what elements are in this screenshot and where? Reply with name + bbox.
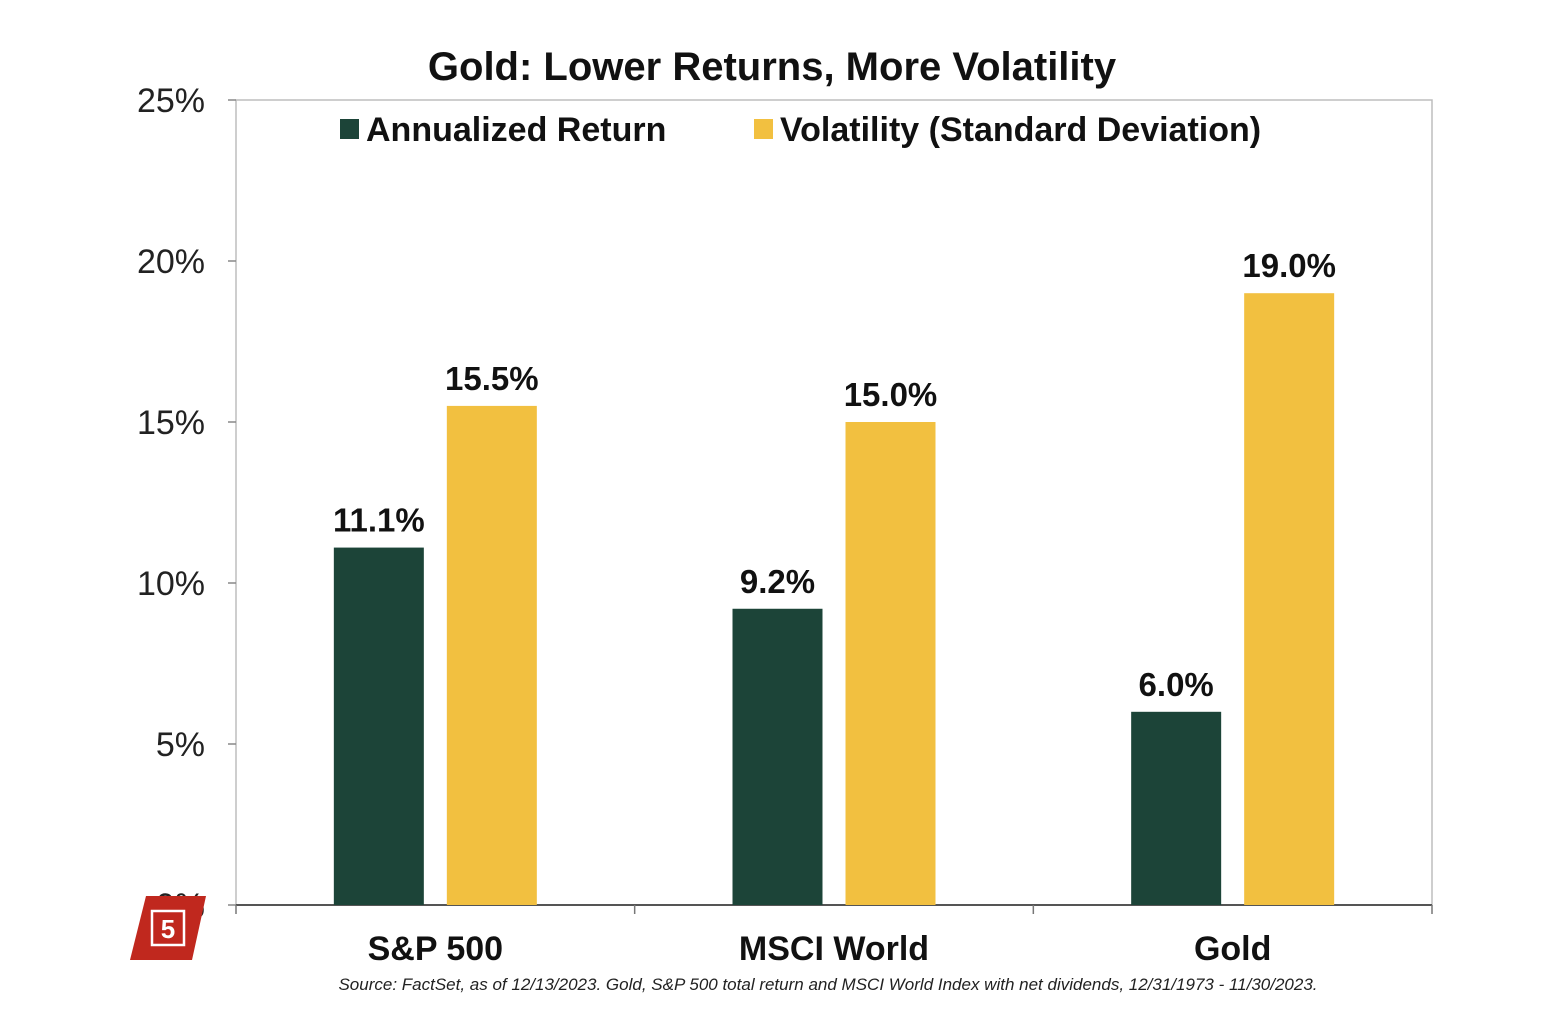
- data-label-annualized-return-msci-world: 9.2%: [740, 563, 815, 600]
- badge-inner-border: [150, 909, 186, 947]
- badge-background: [130, 896, 206, 960]
- y-tick-label: 5%: [156, 726, 205, 764]
- bar-volatility-standard-deviation-msci-world: [845, 422, 936, 905]
- data-label-annualized-return-gold: 6.0%: [1139, 666, 1214, 703]
- data-label-volatility-standard-deviation-msci-world: 15.0%: [844, 376, 938, 413]
- data-label-volatility-standard-deviation-gold: 19.0%: [1242, 247, 1336, 284]
- y-tick-label: 25%: [137, 82, 205, 120]
- bar-volatility-standard-deviation-gold: [1244, 293, 1335, 905]
- bar-volatility-standard-deviation-s-p-500: [446, 405, 537, 905]
- legend-label-volatility-standard-deviation: Volatility (Standard Deviation): [780, 111, 1261, 149]
- chart-title: Gold: Lower Returns, More Volatility: [428, 45, 1117, 89]
- bars-layer: [333, 293, 1335, 905]
- y-tick-label: 10%: [137, 565, 205, 603]
- legend: Annualized Return Volatility (Standard De…: [340, 111, 1261, 149]
- x-tick-label-s-p-500: S&P 500: [368, 930, 503, 968]
- legend-swatch-volatility-standard-deviation: [754, 119, 773, 139]
- source-note: Source: FactSet, as of 12/13/2023. Gold,…: [338, 975, 1317, 994]
- legend-swatch-annualized-return: [340, 119, 359, 139]
- y-tick-label: 15%: [137, 404, 205, 442]
- legend-label-annualized-return: Annualized Return: [366, 111, 666, 149]
- bar-annualized-return-s-p-500: [333, 547, 424, 905]
- data-labels-layer: 11.1% 15.5% 9.2% 15.0% 6.0% 19.0%: [333, 247, 1336, 703]
- data-label-annualized-return-s-p-500: 11.1%: [333, 502, 425, 539]
- badge-label: 5: [161, 914, 175, 944]
- bar-annualized-return-gold: [1131, 711, 1222, 905]
- data-label-volatility-standard-deviation-s-p-500: 15.5%: [445, 360, 539, 397]
- badge: 5: [130, 896, 206, 960]
- x-tick-label-gold: Gold: [1194, 930, 1271, 968]
- bar-annualized-return-msci-world: [732, 608, 823, 905]
- y-tick-label: 20%: [137, 243, 205, 281]
- x-tick-label-msci-world: MSCI World: [739, 930, 929, 968]
